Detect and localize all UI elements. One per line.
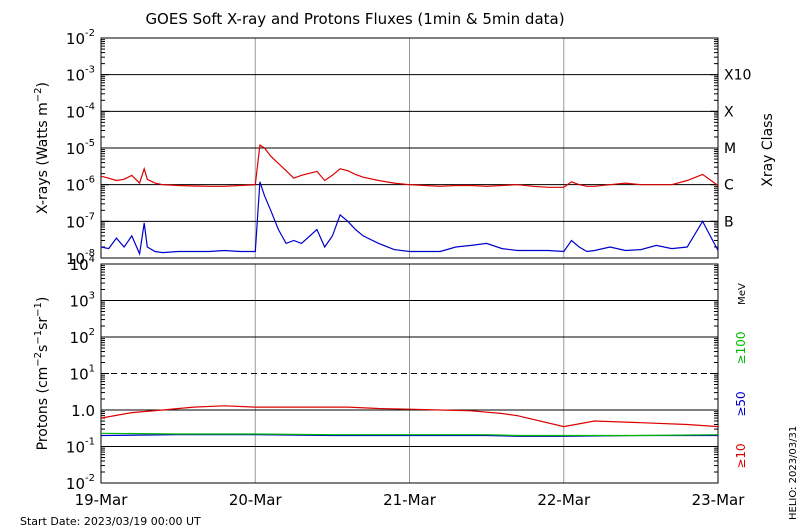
xray-class-label: X10 (724, 68, 751, 84)
xray-y-tick-label: 10-4 (66, 101, 95, 121)
proton-y-tick-label: 102 (70, 327, 95, 347)
x-tick-label: 23-Mar (692, 491, 746, 509)
xray-series-red (100, 144, 719, 188)
x-tick-label: 21-Mar (383, 491, 437, 509)
proton-legend-blue: ≥50 (734, 391, 748, 416)
xray-y-tick-label: 10-8 (66, 248, 95, 268)
proton-y-tick-label: 101 (70, 364, 95, 384)
xray-y-tick-label: 10-6 (66, 175, 95, 195)
proton-y-tick-label: 104 (70, 254, 95, 274)
xray-class-label: M (724, 141, 736, 157)
proton-y-tick-label: 10-1 (66, 437, 95, 457)
xray-y-tick-label: 10-3 (66, 65, 95, 85)
xray-class-label: B (724, 214, 734, 230)
xray-y-tick-label: 10-2 (66, 28, 95, 48)
credit-label: HELIO: 2023/03/31 (788, 426, 799, 520)
proton-y-tick-label: 1.0 (71, 402, 95, 420)
chart-title: GOES Soft X-ray and Protons Fluxes (1min… (145, 10, 564, 28)
xray-class-label: C (724, 178, 734, 194)
proton-unit-label: MeV (737, 283, 748, 305)
proton-y-tick-label: 10-2 (66, 473, 95, 493)
xray-class-label: X (724, 104, 734, 120)
proton-legend-red: ≥10 (734, 443, 748, 468)
xray-y-tick-label: 10-7 (66, 211, 95, 231)
proton-series-red (100, 405, 719, 428)
proton-y-axis-label: Protons (cm−2s−1sr−1) (33, 297, 51, 451)
xray-y-axis-label: X-rays (Watts m−2) (33, 82, 51, 214)
xray-y-tick-label: 10-5 (66, 138, 95, 158)
x-tick-label: 22-Mar (537, 491, 591, 509)
x-tick-label: 20-Mar (229, 491, 283, 509)
proton-y-tick-label: 103 (70, 291, 95, 311)
xray-series-blue (100, 181, 719, 256)
proton-legend-green: ≥100 (734, 332, 748, 365)
proton-series-green (100, 432, 719, 437)
xray-class-axis-label: Xray Class (760, 113, 776, 187)
start-date-label: Start Date: 2023/03/19 00:00 UT (20, 515, 201, 528)
x-tick-label: 19-Mar (75, 491, 129, 509)
